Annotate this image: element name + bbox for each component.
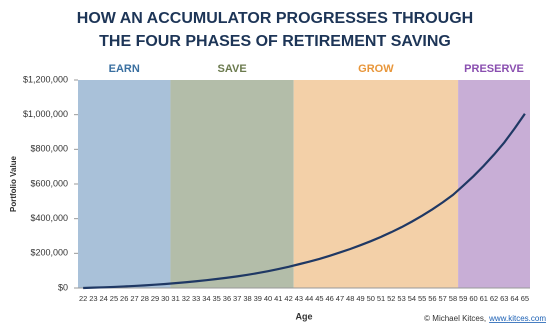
x-tick-label: 54 — [408, 294, 416, 303]
footer-credit: © Michael Kitces, — [424, 314, 486, 323]
x-tick-label: 34 — [202, 294, 210, 303]
x-tick-label: 59 — [459, 294, 467, 303]
x-tick-label: 44 — [305, 294, 313, 303]
phase-band — [458, 80, 530, 288]
x-tick-label: 63 — [500, 294, 508, 303]
x-tick-label: 51 — [377, 294, 385, 303]
x-tick-label: 52 — [387, 294, 395, 303]
x-tick-label: 23 — [89, 294, 97, 303]
x-tick-label: 32 — [182, 294, 190, 303]
x-tick-label: 47 — [336, 294, 344, 303]
x-tick-label: 22 — [79, 294, 87, 303]
x-tick-label: 30 — [161, 294, 169, 303]
x-tick-label: 56 — [428, 294, 436, 303]
footer-link[interactable]: www.kitces.com — [488, 314, 546, 323]
x-tick-label: 48 — [346, 294, 354, 303]
phase-band — [78, 80, 171, 288]
x-tick-label: 41 — [274, 294, 282, 303]
y-axis-label: Portfolio Value — [9, 155, 18, 212]
x-tick-label: 64 — [510, 294, 518, 303]
x-tick-label: 33 — [192, 294, 200, 303]
x-tick-label: 26 — [120, 294, 128, 303]
x-tick-label: 29 — [151, 294, 159, 303]
x-tick-label: 38 — [243, 294, 251, 303]
x-tick-label: 35 — [213, 294, 221, 303]
x-tick-label: 31 — [171, 294, 179, 303]
x-tick-label: 58 — [449, 294, 457, 303]
phase-label: PRESERVE — [464, 63, 524, 75]
phase-label: GROW — [358, 63, 394, 75]
x-tick-label: 57 — [439, 294, 447, 303]
x-tick-label: 46 — [326, 294, 334, 303]
y-tick-label: $600,000 — [30, 178, 68, 188]
x-axis-label: Age — [295, 311, 312, 321]
x-tick-label: 65 — [521, 294, 529, 303]
x-tick-label: 40 — [264, 294, 272, 303]
x-tick-label: 27 — [130, 294, 138, 303]
phase-label: EARN — [109, 63, 140, 75]
chart-title: THE FOUR PHASES OF RETIREMENT SAVING — [99, 33, 451, 50]
phase-band — [170, 80, 294, 288]
footer: © Michael Kitces, www.kitces.com — [424, 314, 546, 323]
x-tick-label: 25 — [110, 294, 118, 303]
phase-band — [293, 80, 459, 288]
x-tick-label: 62 — [490, 294, 498, 303]
x-tick-label: 49 — [356, 294, 364, 303]
data-line — [83, 113, 526, 290]
x-tick-label: 60 — [469, 294, 477, 303]
chart-title: HOW AN ACCUMULATOR PROGRESSES THROUGH — [77, 10, 473, 27]
x-tick-label: 42 — [284, 294, 292, 303]
x-tick-label: 43 — [295, 294, 303, 303]
y-tick-label: $200,000 — [30, 248, 68, 258]
y-tick-label: $1,000,000 — [23, 109, 68, 119]
y-tick-label: $0 — [58, 282, 68, 292]
x-tick-label: 50 — [367, 294, 375, 303]
y-tick-label: $800,000 — [30, 144, 68, 154]
x-tick-label: 53 — [397, 294, 405, 303]
x-tick-label: 28 — [141, 294, 149, 303]
x-tick-label: 55 — [418, 294, 426, 303]
x-tick-label: 36 — [223, 294, 231, 303]
y-tick-label: $1,200,000 — [23, 74, 68, 84]
x-tick-label: 45 — [315, 294, 323, 303]
x-tick-label: 61 — [480, 294, 488, 303]
x-tick-label: 24 — [100, 294, 108, 303]
y-tick-label: $400,000 — [30, 213, 68, 223]
phase-label: SAVE — [218, 63, 247, 75]
x-tick-label: 37 — [233, 294, 241, 303]
x-tick-label: 39 — [254, 294, 262, 303]
